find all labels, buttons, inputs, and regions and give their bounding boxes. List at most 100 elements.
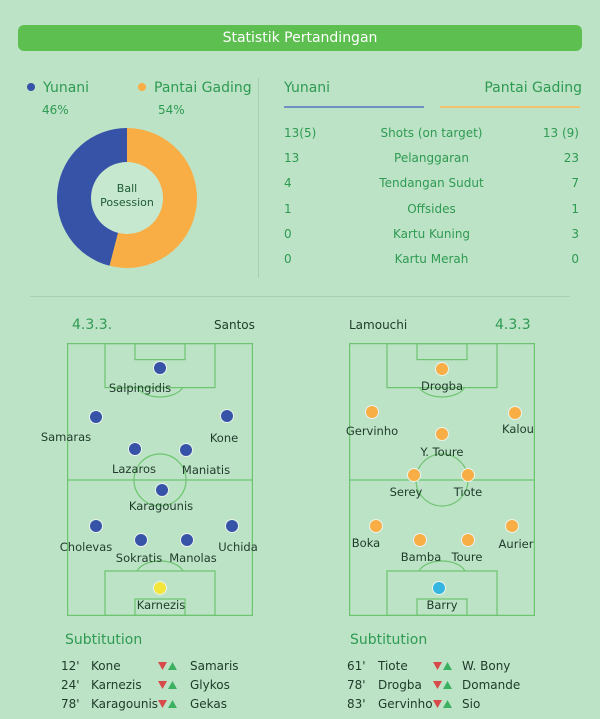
away-player-name: Toure [451, 550, 483, 564]
stats-home-team: Yunani [284, 80, 331, 96]
home-player-marker [179, 443, 193, 457]
home-pitch: Salpingidis Samaras Kone Lazaros Maniatis Kar… [41, 343, 258, 616]
substitution-row: 24' Karnezis Glykos [0, 678, 600, 694]
stat-away-value: 7 [571, 176, 579, 190]
section-divider-horizontal [30, 296, 570, 297]
away-player-name: Kalou [502, 422, 534, 436]
home-player-name: Cholevas [59, 540, 113, 554]
stat-home-value: 13 [284, 151, 300, 165]
substitution-minute: 24' [61, 678, 80, 692]
stats-away-underline [440, 106, 580, 108]
home-player-name: Salpingidis [108, 381, 172, 395]
stat-away-value: 3 [571, 227, 579, 241]
away-player-marker [461, 468, 475, 482]
substitution-minute: 12' [61, 659, 80, 673]
stats-home-underline [284, 106, 424, 108]
stat-label: Kartu Kuning [392, 227, 471, 241]
away-player-name: Aurier [498, 537, 534, 551]
stat-away-value: 1 [571, 202, 579, 216]
home-player-marker [225, 519, 239, 533]
player-in: W. Bony [462, 659, 511, 673]
pitch-lines [349, 343, 535, 616]
home-player-name: Karnezis [136, 598, 186, 612]
home-player-marker [89, 410, 103, 424]
home-coach: Santos [214, 318, 255, 332]
home-player-name: Manolas [169, 551, 217, 565]
stats-away-team: Pantai Gading [484, 80, 582, 96]
player-out: Kone [91, 659, 121, 673]
stat-home-value: 13(5) [284, 126, 317, 140]
away-player-marker [461, 533, 475, 547]
substitution-minute: 83' [347, 697, 366, 711]
away-player-marker [413, 533, 427, 547]
legend-away-name: Pantai Gading [154, 80, 252, 96]
away-coach: Lamouchi [349, 318, 408, 332]
swap-arrows-icon [433, 662, 452, 670]
away-player-marker [435, 427, 449, 441]
stat-home-value: 4 [284, 176, 292, 190]
substitution-minute: 78' [61, 697, 80, 711]
stat-row: 1 Offsides 1 [284, 202, 579, 222]
away-player-name: Y. Toure [420, 445, 464, 459]
player-in: Sio [462, 697, 481, 711]
away-player-marker [508, 406, 522, 420]
substitution-row: 78' Drogba Domande [0, 678, 600, 694]
stat-label: Tendangan Sudut [379, 176, 484, 190]
donut-label-line1: Ball [117, 182, 137, 195]
legend-home-name: Yunani [43, 80, 90, 96]
away-player-name: Barry [426, 598, 458, 612]
home-player-marker [153, 361, 167, 375]
home-substitution-title: Subtitution [65, 632, 143, 648]
home-player-name: Karagounis [128, 499, 194, 513]
away-substitution-title: Subtitution [350, 632, 428, 648]
stat-away-value: 23 [563, 151, 579, 165]
player-out: Drogba [378, 678, 422, 692]
away-player-name: Serey [389, 485, 423, 499]
home-player-marker [134, 533, 148, 547]
home-player-name: Kone [209, 431, 239, 445]
stat-home-value: 0 [284, 252, 292, 266]
home-player-marker [128, 442, 142, 456]
stat-label: Shots (on target) [380, 126, 483, 140]
substitution-row: 78' Karagounis Gekas [0, 697, 600, 713]
away-player-name: Gervinho [345, 424, 399, 438]
away-pitch: Drogba Gervinho Kalou Y. Toure Serey Tiote Bok… [345, 343, 535, 616]
substitution-minute: 78' [347, 678, 366, 692]
player-in: Samaris [190, 659, 239, 673]
home-player-name: Sokratis [115, 551, 163, 565]
stat-away-value: 13 (9) [542, 126, 579, 140]
stat-label: Kartu Merah [394, 252, 469, 266]
donut-label-line2: Posession [100, 196, 154, 209]
away-player-marker [369, 519, 383, 533]
home-color-dot [27, 83, 35, 91]
stat-home-value: 0 [284, 227, 292, 241]
stat-row: 13 Pelanggaran 23 [284, 151, 579, 171]
donut-center [91, 162, 163, 234]
player-out: Karagounis [91, 697, 159, 711]
home-player-marker [155, 483, 169, 497]
stat-away-value: 0 [571, 252, 579, 266]
legend-away: Pantai Gading [138, 80, 252, 96]
away-player-name: Drogba [420, 379, 464, 393]
stat-row: 4 Tendangan Sudut 7 [284, 176, 579, 196]
stat-row: 0 Kartu Merah 0 [284, 252, 579, 272]
home-player-name: Uchida [218, 540, 258, 554]
stat-label: Offsides [407, 202, 456, 216]
away-player-name: Bamba [400, 550, 442, 564]
away-player-marker [432, 581, 446, 595]
away-player-marker [365, 405, 379, 419]
swap-arrows-icon [158, 662, 177, 670]
stat-row: 13(5) Shots (on target) 13 (9) [284, 126, 579, 146]
away-player-marker [407, 468, 421, 482]
swap-arrows-icon [433, 681, 452, 689]
player-in: Domande [462, 678, 521, 692]
home-player-name: Samaras [40, 430, 92, 444]
home-player-marker [180, 533, 194, 547]
home-possession-percent: 46% [42, 103, 69, 117]
swap-arrows-icon [433, 700, 452, 708]
home-player-name: Lazaros [111, 462, 157, 476]
away-player-name: Boka [351, 536, 381, 550]
swap-arrows-icon [158, 681, 177, 689]
swap-arrows-icon [158, 700, 177, 708]
home-formation: 4.3.3. [72, 317, 113, 333]
